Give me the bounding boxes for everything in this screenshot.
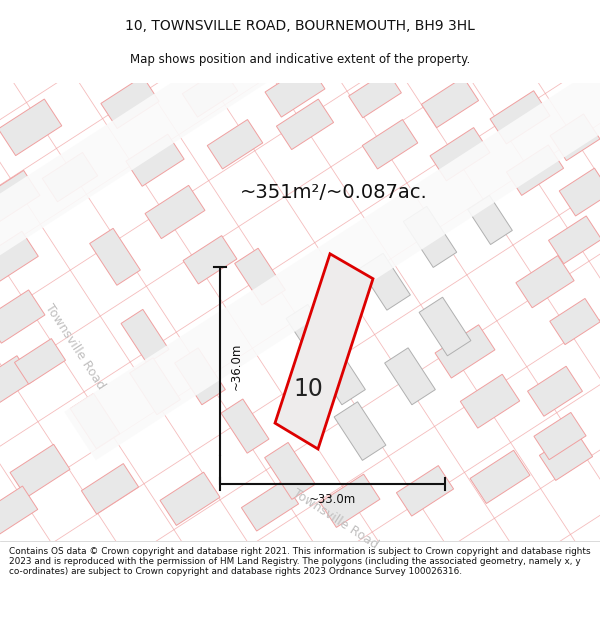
Polygon shape — [490, 91, 550, 144]
Polygon shape — [286, 304, 334, 359]
Polygon shape — [460, 374, 520, 428]
Text: ~36.0m: ~36.0m — [229, 342, 242, 390]
Polygon shape — [64, 59, 600, 460]
Polygon shape — [275, 254, 373, 449]
Polygon shape — [0, 486, 38, 536]
Polygon shape — [0, 99, 62, 156]
Polygon shape — [548, 216, 600, 264]
Polygon shape — [0, 0, 551, 279]
Text: Townsville Road: Townsville Road — [290, 486, 380, 551]
Polygon shape — [82, 464, 139, 514]
Polygon shape — [349, 71, 401, 118]
Polygon shape — [0, 290, 45, 343]
Polygon shape — [534, 412, 586, 459]
Polygon shape — [10, 444, 70, 498]
Polygon shape — [277, 99, 334, 149]
Text: 10: 10 — [293, 378, 323, 401]
Polygon shape — [221, 399, 269, 453]
Polygon shape — [334, 402, 386, 461]
Polygon shape — [121, 309, 169, 364]
Polygon shape — [403, 206, 457, 268]
Polygon shape — [506, 145, 563, 196]
Polygon shape — [183, 236, 237, 284]
Polygon shape — [130, 357, 181, 415]
Polygon shape — [359, 253, 410, 310]
Polygon shape — [235, 248, 286, 305]
Polygon shape — [362, 119, 418, 169]
Polygon shape — [14, 339, 65, 384]
Polygon shape — [559, 168, 600, 216]
Polygon shape — [397, 466, 454, 516]
Polygon shape — [175, 348, 226, 405]
Polygon shape — [126, 134, 184, 186]
Polygon shape — [385, 348, 436, 405]
Polygon shape — [0, 231, 38, 282]
Polygon shape — [182, 68, 238, 117]
Polygon shape — [89, 228, 140, 285]
Text: 10, TOWNSVILLE ROAD, BOURNEMOUTH, BH9 3HL: 10, TOWNSVILLE ROAD, BOURNEMOUTH, BH9 3H… — [125, 19, 475, 33]
Text: Contains OS data © Crown copyright and database right 2021. This information is : Contains OS data © Crown copyright and d… — [9, 546, 590, 576]
Polygon shape — [0, 356, 33, 407]
Polygon shape — [0, 171, 40, 224]
Text: ~351m²/~0.087ac.: ~351m²/~0.087ac. — [240, 182, 428, 201]
Polygon shape — [419, 298, 471, 356]
Polygon shape — [70, 394, 120, 449]
Polygon shape — [320, 474, 380, 528]
Polygon shape — [101, 76, 159, 129]
Polygon shape — [539, 431, 593, 481]
Polygon shape — [42, 152, 98, 202]
Polygon shape — [314, 348, 365, 405]
Polygon shape — [550, 298, 600, 344]
Polygon shape — [527, 366, 583, 416]
Polygon shape — [467, 196, 512, 244]
Polygon shape — [241, 481, 299, 531]
Text: Townsville Road: Townsville Road — [43, 301, 107, 391]
Text: ~33.0m: ~33.0m — [309, 493, 356, 506]
Polygon shape — [430, 127, 490, 181]
Polygon shape — [145, 186, 205, 239]
Polygon shape — [160, 472, 220, 526]
Polygon shape — [550, 114, 600, 161]
Polygon shape — [421, 77, 479, 128]
Polygon shape — [435, 325, 495, 378]
Polygon shape — [470, 450, 530, 504]
Polygon shape — [207, 119, 263, 169]
Polygon shape — [516, 256, 574, 308]
Text: Map shows position and indicative extent of the property.: Map shows position and indicative extent… — [130, 53, 470, 66]
Polygon shape — [265, 64, 325, 117]
Polygon shape — [265, 442, 316, 499]
